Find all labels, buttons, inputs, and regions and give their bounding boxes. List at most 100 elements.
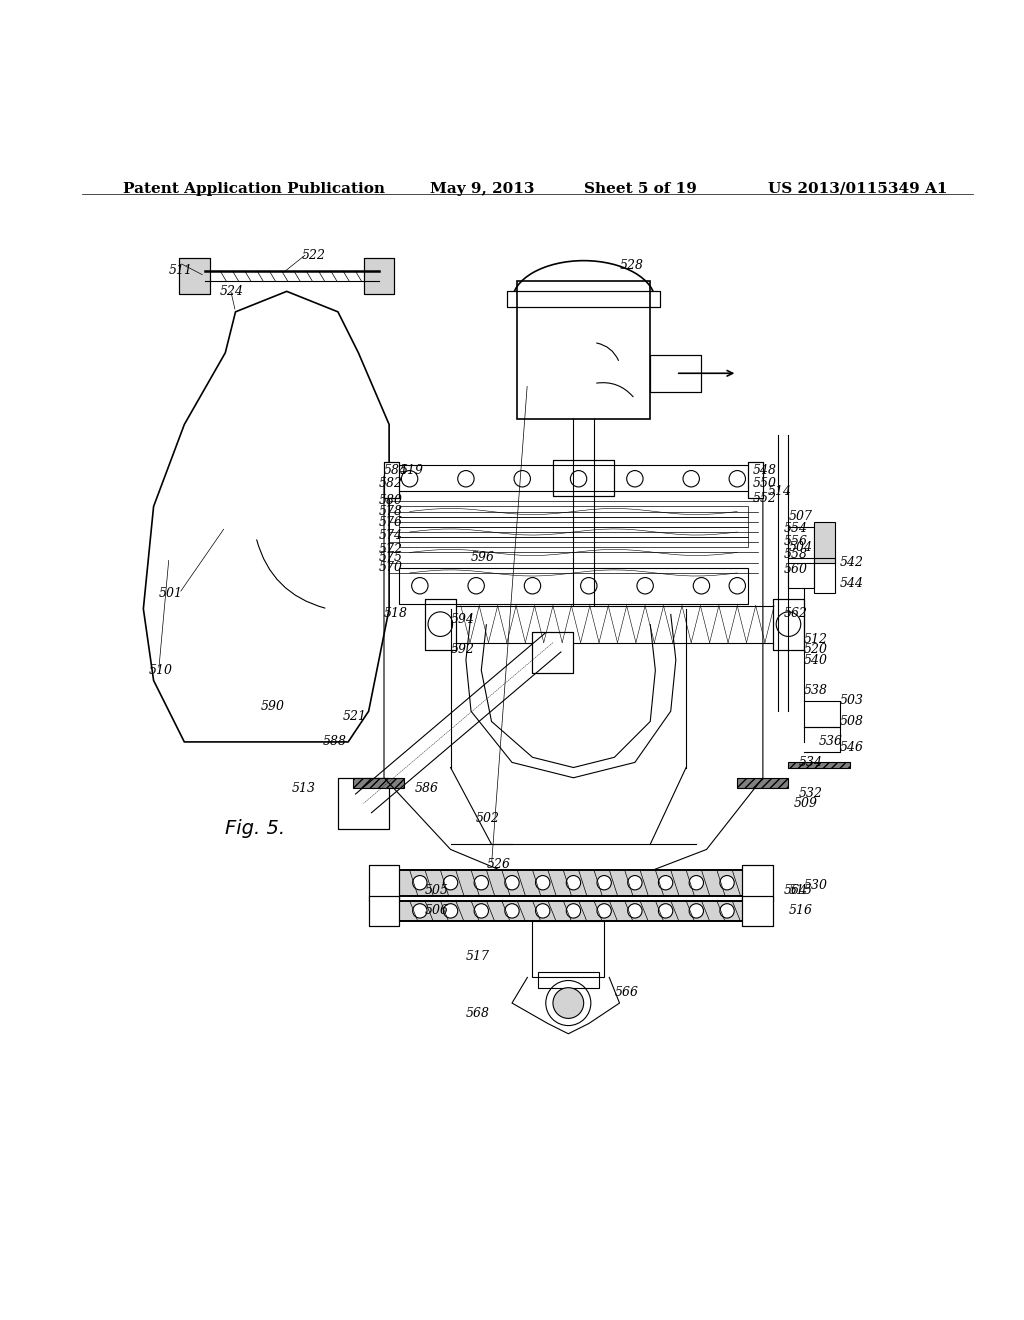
Circle shape (628, 875, 642, 890)
Text: 582: 582 (379, 478, 402, 490)
Bar (814, 557, 835, 594)
Circle shape (581, 578, 597, 594)
Bar (507, 292, 660, 306)
Text: 524: 524 (220, 285, 244, 298)
Circle shape (597, 904, 611, 917)
Text: 530: 530 (804, 879, 827, 892)
Bar (369, 865, 399, 900)
Text: 516: 516 (788, 904, 812, 917)
Bar (553, 461, 614, 496)
Bar (399, 870, 758, 895)
Bar (532, 632, 573, 673)
Bar (507, 292, 660, 306)
Circle shape (658, 904, 673, 917)
Text: 546: 546 (840, 741, 863, 754)
Text: 590: 590 (261, 700, 285, 713)
Text: 560: 560 (783, 564, 807, 577)
Bar (399, 900, 758, 921)
Circle shape (658, 875, 673, 890)
Text: 513: 513 (292, 781, 315, 795)
Text: 540: 540 (804, 653, 827, 667)
Bar (364, 257, 394, 294)
Circle shape (468, 578, 484, 594)
Text: 511: 511 (169, 264, 193, 277)
Text: 509: 509 (794, 797, 817, 810)
Bar (773, 598, 804, 649)
Text: 506: 506 (425, 904, 449, 917)
Bar (814, 521, 835, 562)
Text: 566: 566 (614, 986, 638, 999)
Circle shape (536, 875, 550, 890)
Bar (364, 257, 394, 294)
Bar (650, 355, 701, 392)
Text: 518: 518 (384, 607, 408, 620)
Circle shape (412, 578, 428, 594)
Bar (399, 537, 748, 548)
Circle shape (693, 578, 710, 594)
Bar (538, 973, 599, 987)
Circle shape (689, 875, 703, 890)
Circle shape (505, 875, 519, 890)
Circle shape (524, 578, 541, 594)
Text: 574: 574 (379, 528, 402, 541)
Text: 508: 508 (840, 715, 863, 727)
Bar (399, 568, 748, 603)
Text: 586: 586 (415, 781, 438, 795)
Text: 562: 562 (783, 607, 807, 620)
Bar (788, 562, 814, 589)
Text: 532: 532 (799, 787, 822, 800)
Text: 522: 522 (302, 249, 326, 261)
Text: 510: 510 (148, 664, 172, 677)
Bar (748, 462, 763, 498)
Text: 550: 550 (753, 478, 776, 490)
Bar (384, 462, 399, 498)
Text: 507: 507 (788, 510, 812, 523)
Circle shape (566, 875, 581, 890)
Text: 512: 512 (804, 634, 827, 645)
Circle shape (514, 470, 530, 487)
Bar (384, 462, 399, 498)
Bar (748, 462, 763, 498)
Text: 544: 544 (840, 577, 863, 590)
Circle shape (474, 904, 488, 917)
Text: 502: 502 (476, 812, 500, 825)
Bar (742, 865, 773, 900)
Circle shape (720, 904, 734, 917)
Bar (399, 507, 748, 516)
Circle shape (505, 904, 519, 917)
Circle shape (443, 875, 458, 890)
Bar (394, 466, 753, 491)
Text: 519: 519 (399, 465, 423, 477)
Text: 570: 570 (379, 561, 402, 574)
Text: 568: 568 (466, 1007, 489, 1020)
Text: 576: 576 (379, 516, 402, 529)
Text: 505: 505 (425, 884, 449, 896)
Text: Patent Application Publication: Patent Application Publication (123, 182, 385, 195)
Bar (742, 895, 773, 927)
Text: 542: 542 (840, 556, 863, 569)
Bar (399, 900, 758, 921)
Circle shape (720, 875, 734, 890)
Text: 552: 552 (753, 492, 776, 504)
Text: 584: 584 (384, 465, 408, 477)
Text: 556: 556 (783, 535, 807, 548)
Text: 588: 588 (323, 735, 346, 748)
Circle shape (628, 904, 642, 917)
Bar (179, 257, 210, 294)
Text: 504: 504 (788, 541, 812, 554)
Text: 515: 515 (788, 884, 812, 896)
Circle shape (637, 578, 653, 594)
Bar (369, 865, 399, 900)
Circle shape (443, 904, 458, 917)
Text: 558: 558 (783, 548, 807, 561)
Circle shape (689, 904, 703, 917)
Bar (399, 527, 748, 537)
Text: 517: 517 (466, 950, 489, 964)
Circle shape (570, 470, 587, 487)
Text: 520: 520 (804, 643, 827, 656)
Bar (742, 865, 773, 900)
Text: 592: 592 (451, 643, 474, 656)
Text: Fig. 5.: Fig. 5. (225, 820, 286, 838)
Polygon shape (788, 763, 850, 767)
Text: May 9, 2013: May 9, 2013 (430, 182, 535, 195)
